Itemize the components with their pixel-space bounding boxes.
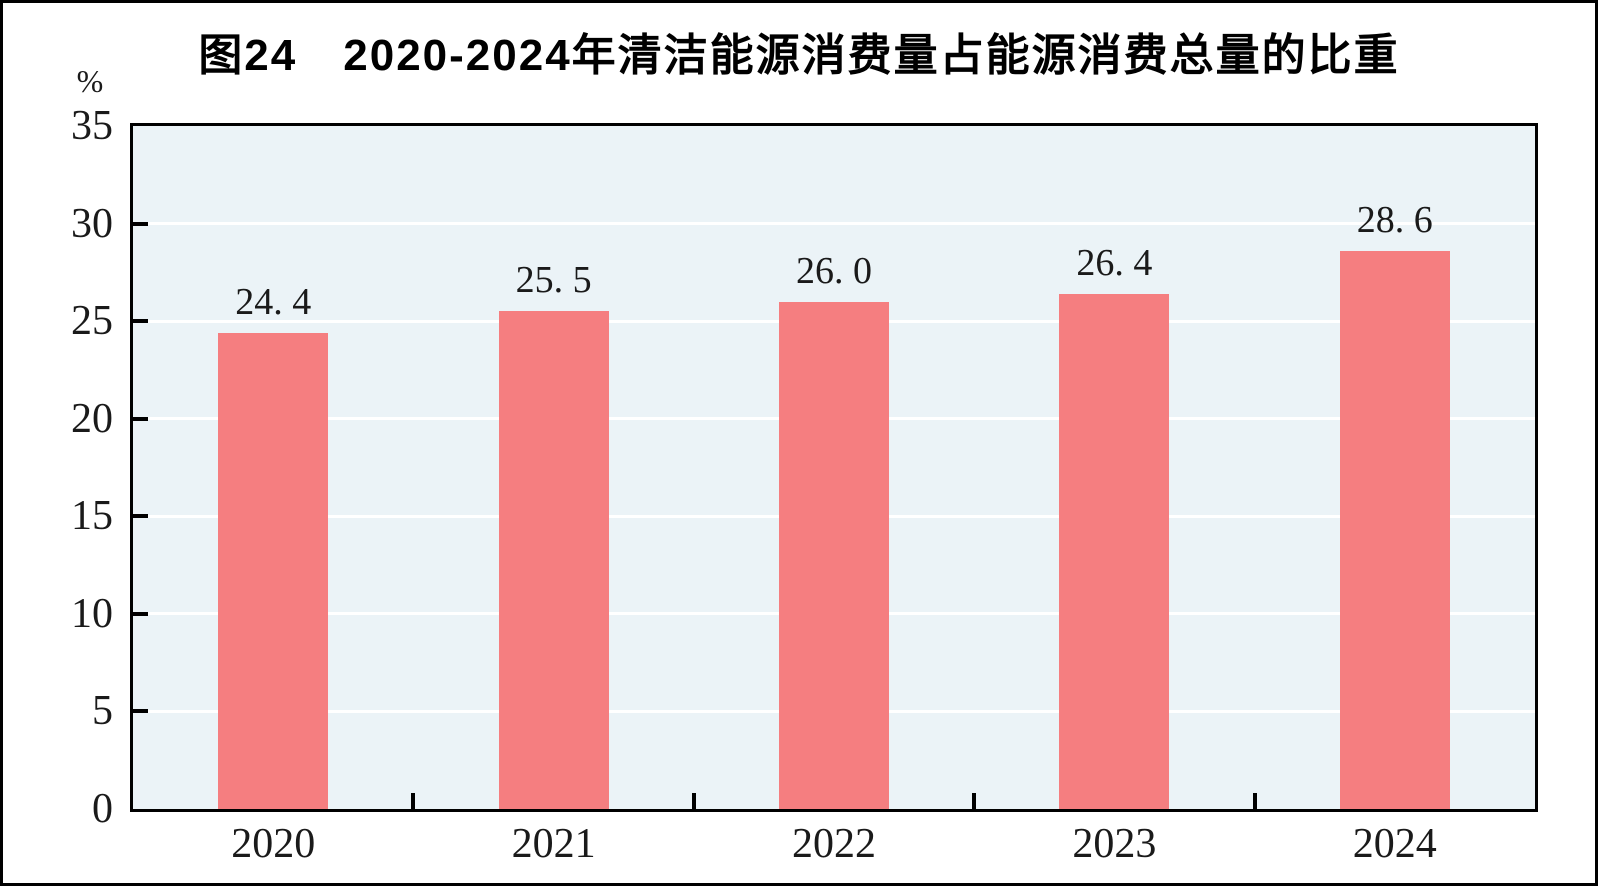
x-axis-tick-3	[972, 793, 977, 809]
y-tick-label-30: 30	[71, 200, 113, 247]
y-tick-label-15: 15	[71, 493, 113, 540]
x-category-label-2024: 2024	[1352, 821, 1437, 867]
bar-2020	[218, 332, 329, 809]
y-tick-label-5: 5	[92, 688, 113, 735]
bar-2024	[1339, 250, 1450, 809]
y-tick-label-25: 25	[71, 298, 113, 345]
x-axis-tick-4	[1252, 793, 1257, 809]
plot-area	[130, 123, 1538, 812]
x-axis-tick-2	[691, 793, 696, 809]
y-axis-tick-10	[133, 611, 148, 616]
y-axis-tick-15	[133, 514, 148, 519]
y-tick-label-10: 10	[71, 590, 113, 637]
x-axis-tick-1	[411, 793, 416, 809]
y-axis-unit-label: %	[76, 63, 104, 99]
x-category-label-2020: 2020	[231, 821, 316, 867]
bar-value-label-2023: 26. 4	[1076, 241, 1153, 284]
bar-value-label-2020: 24. 4	[235, 280, 312, 323]
y-axis-tick-25	[133, 319, 148, 324]
gridline-30	[133, 222, 1535, 226]
y-axis-tick-5	[133, 709, 148, 714]
y-axis-tick-20	[133, 416, 148, 421]
x-category-label-2021: 2021	[511, 821, 596, 867]
bar-2023	[1059, 293, 1170, 809]
bar-2021	[498, 311, 609, 809]
y-tick-label-20: 20	[71, 395, 113, 442]
y-tick-label-0: 0	[92, 786, 113, 832]
chart-title: 图24 2020-2024年清洁能源消费量占能源消费总量的比重	[198, 31, 1400, 80]
bar-2022	[779, 301, 889, 809]
y-tick-label-35: 35	[71, 103, 113, 149]
x-category-label-2023: 2023	[1072, 821, 1157, 867]
bar-value-label-2021: 25. 5	[515, 259, 592, 302]
x-category-label-2022: 2022	[792, 821, 876, 867]
y-axis-tick-30	[133, 221, 148, 226]
bar-value-label-2022: 26. 0	[796, 249, 872, 292]
bar-value-label-2024: 28. 6	[1356, 198, 1433, 241]
